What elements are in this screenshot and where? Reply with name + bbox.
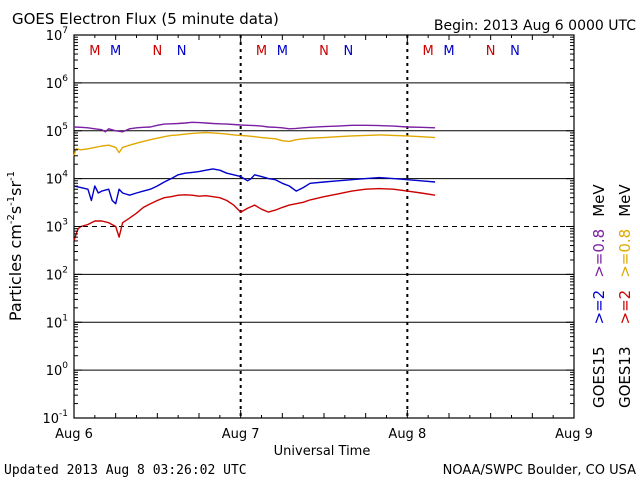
x-tick-label-0: Aug 6 bbox=[55, 427, 93, 442]
y-axis-label-mid1: s bbox=[6, 206, 25, 214]
x-tick-label-24: Aug 7 bbox=[222, 427, 260, 442]
legend-column-GOES13: GOES13 >=2 >=0.8 MeV bbox=[616, 184, 634, 408]
y-tick-label-exp: -1 bbox=[59, 409, 68, 419]
y-tick-label-base: 10 bbox=[46, 221, 63, 236]
marker-3: N bbox=[177, 44, 187, 59]
y-tick-label-1: 101 bbox=[46, 313, 68, 331]
y-axis-label-exp1: -2 bbox=[6, 214, 17, 224]
legend-entry: >=2 bbox=[590, 290, 608, 325]
series-line-g15_08 bbox=[73, 121, 436, 133]
legend-entry: MeV bbox=[590, 184, 608, 217]
marker-6: N bbox=[319, 44, 329, 59]
y-tick-label-base: 10 bbox=[46, 173, 63, 188]
y-tick-label-exp: 7 bbox=[62, 26, 68, 36]
y-axis-label-exp2: -1 bbox=[6, 196, 17, 206]
y-tick-label-exp: 6 bbox=[62, 74, 68, 84]
y-tick-label-0: 100 bbox=[46, 361, 69, 379]
y-tick-label-4: 104 bbox=[46, 170, 69, 188]
x-axis-label: Universal Time bbox=[274, 444, 371, 459]
marker-4: M bbox=[256, 44, 267, 59]
series-line-g13_08 bbox=[73, 131, 436, 157]
series-lines bbox=[73, 121, 436, 242]
legend-column-GOES15: GOES15 >=2 >=0.8 MeV bbox=[590, 184, 608, 408]
x-tick-label-72: Aug 9 bbox=[555, 427, 593, 442]
legend-entry: >=2 bbox=[616, 290, 634, 325]
chart-title: GOES Electron Flux (5 minute data) bbox=[12, 10, 279, 28]
y-tick-label-6: 106 bbox=[46, 74, 69, 92]
y-tick-label-exp: 5 bbox=[62, 122, 68, 132]
y-tick-label-5: 105 bbox=[46, 122, 68, 140]
y-tick-label-exp: 3 bbox=[62, 218, 68, 228]
y-tick-label-exp: 1 bbox=[62, 313, 68, 323]
y-tick-label-base: 10 bbox=[46, 125, 63, 140]
marker-7: N bbox=[343, 44, 353, 59]
updated-time-label: Updated 2013 Aug 8 03:26:02 UTC bbox=[4, 463, 247, 478]
y-tick-label-base: 10 bbox=[42, 412, 59, 427]
y-tick-label-base: 10 bbox=[46, 268, 63, 283]
marker-2: N bbox=[152, 44, 162, 59]
y-axis-label: Particles cm-2s-1sr-1 bbox=[6, 171, 25, 321]
legend-satellite: GOES13 bbox=[616, 346, 634, 408]
marker-0: M bbox=[89, 44, 100, 59]
y-tick-label-base: 10 bbox=[46, 77, 63, 92]
y-tick-label-exp: 2 bbox=[62, 265, 68, 275]
begin-time-label: Begin: 2013 Aug 6 0000 UTC bbox=[434, 18, 636, 34]
marker-9: M bbox=[443, 44, 454, 59]
marker-1: M bbox=[110, 44, 121, 59]
series-line-g15_2 bbox=[73, 168, 436, 205]
credit-label: NOAA/SWPC Boulder, CO USA bbox=[443, 463, 636, 478]
y-tick-label--1: 10-1 bbox=[42, 409, 68, 427]
legend-satellite: GOES15 bbox=[590, 346, 608, 408]
marker-5: M bbox=[277, 44, 288, 59]
x-axis-ticks: Aug 6 Aug 7 Aug 8 Aug 9 bbox=[55, 35, 593, 442]
y-tick-label-base: 10 bbox=[46, 316, 63, 331]
y-tick-label-base: 10 bbox=[46, 29, 63, 44]
y-tick-label-2: 102 bbox=[46, 265, 68, 283]
y-grid bbox=[74, 82, 574, 371]
y-tick-label-base: 10 bbox=[46, 364, 63, 379]
legend-entry: >=0.8 bbox=[616, 229, 634, 278]
y-tick-label-3: 103 bbox=[46, 218, 68, 236]
y-axis-label-exp3: -1 bbox=[6, 171, 17, 181]
series-line-g13_2 bbox=[73, 187, 436, 242]
marker-8: M bbox=[423, 44, 434, 59]
y-axis-label-base: Particles cm bbox=[6, 224, 25, 321]
y-axis-label-mid2: sr bbox=[6, 181, 25, 196]
legend-entry: >=0.8 bbox=[590, 229, 608, 278]
x-tick-label-48: Aug 8 bbox=[388, 427, 426, 442]
y-tick-label-exp: 4 bbox=[62, 170, 68, 180]
legend: GOES15 >=2 >=0.8 MeV GOES13 >=2 >=0.8 MeV bbox=[590, 184, 634, 408]
y-tick-label-7: 107 bbox=[46, 26, 68, 44]
marker-11: N bbox=[510, 44, 520, 59]
legend-entry: MeV bbox=[616, 184, 634, 217]
y-tick-label-exp: 0 bbox=[62, 361, 68, 371]
marker-10: N bbox=[486, 44, 496, 59]
